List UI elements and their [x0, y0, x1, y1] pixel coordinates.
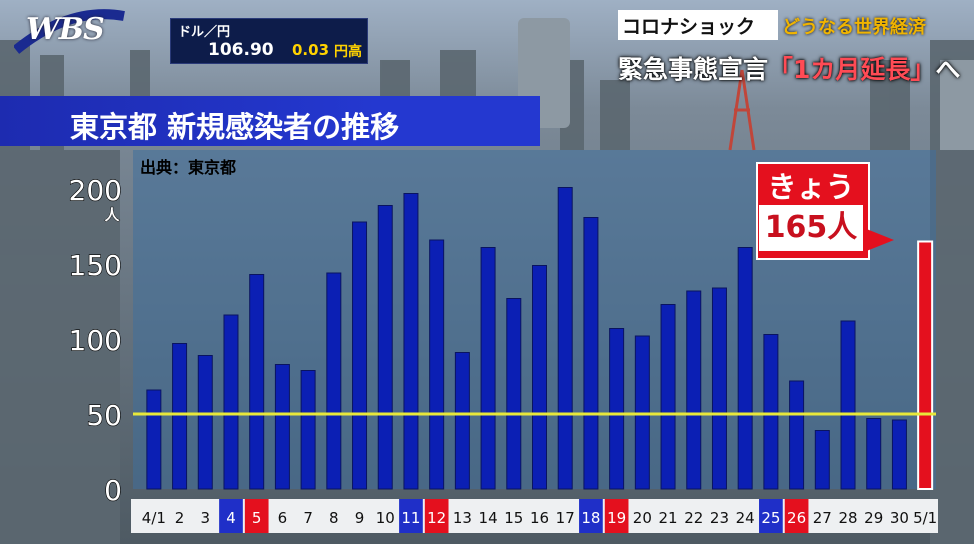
bar [377, 205, 393, 490]
bar [711, 287, 727, 490]
fx-pair-label: ドル／円 [178, 25, 231, 40]
bar [352, 221, 368, 490]
x-tick-label: 2 [175, 509, 185, 527]
topic-subtitle: どうなる世界経済 [782, 17, 926, 38]
x-tick-label: 14 [479, 509, 498, 527]
bar [403, 193, 419, 490]
x-tick-label: 21 [659, 509, 678, 527]
bar [789, 380, 805, 490]
x-tick-label: 4 [226, 509, 236, 527]
callout-arrow-icon [864, 228, 894, 252]
x-tick-label: 5/1 [913, 509, 937, 527]
fx-ticker-box [170, 18, 368, 64]
bar [917, 240, 934, 490]
bar [454, 352, 470, 490]
bar [506, 298, 522, 490]
today-callout-value: 165人 [759, 205, 863, 251]
bar [557, 187, 573, 490]
headline-post: へ [935, 55, 961, 84]
headline-pre: 緊急事態宣言 [618, 55, 769, 84]
bar [609, 328, 625, 490]
x-tick-label: 16 [530, 509, 549, 527]
bar [763, 334, 779, 490]
x-tick-label: 17 [556, 509, 575, 527]
title-bar [0, 96, 540, 146]
topic-box [618, 10, 778, 40]
x-tick-label: 4/1 [142, 509, 166, 527]
x-tick-bg [424, 499, 449, 533]
x-tick-label: 22 [684, 509, 703, 527]
y-tick-label: 0 [104, 474, 122, 507]
x-tick-label: 20 [633, 509, 652, 527]
x-tick-label: 13 [453, 509, 472, 527]
x-tick-label: 19 [607, 509, 626, 527]
fx-direction: 円高 [334, 44, 362, 60]
x-tick-label: 3 [201, 509, 211, 527]
logo-text: WBS [26, 12, 105, 47]
bar [172, 343, 188, 490]
bar [326, 272, 342, 490]
broadcaster-logo [12, 6, 126, 58]
bar [480, 247, 496, 490]
x-tick-bg [244, 499, 269, 533]
x-tick-bg [399, 499, 423, 533]
bar [223, 314, 239, 490]
bar [660, 304, 676, 490]
x-tick-bg [604, 499, 629, 533]
bar [429, 239, 445, 490]
bar [583, 217, 599, 490]
today-callout-label: きょう [767, 170, 855, 204]
bar [840, 320, 856, 490]
x-tick-label: 25 [761, 509, 780, 527]
fx-rate: 106.90 [208, 40, 274, 60]
x-tick-label: 15 [504, 509, 523, 527]
x-tick-label: 6 [278, 509, 288, 527]
bar [866, 418, 882, 490]
x-tick-label: 11 [401, 509, 420, 527]
bar [532, 265, 547, 490]
x-tick-label: 28 [838, 509, 857, 527]
topic-label: コロナショック [622, 16, 756, 38]
x-tick-label: 5 [252, 509, 262, 527]
bar [146, 389, 162, 490]
x-tick-label: 29 [864, 509, 883, 527]
x-tick-label: 12 [427, 509, 446, 527]
bar [891, 419, 907, 490]
y-tick-label: 50 [86, 399, 122, 432]
y-unit-label: 人 [104, 206, 120, 224]
bar [300, 370, 316, 490]
x-tick-label: 24 [736, 509, 755, 527]
x-tick-bg [759, 499, 783, 533]
y-tick-label: 200 [69, 174, 122, 207]
x-tick-bg [579, 499, 603, 533]
fx-change: 0.03 [292, 41, 330, 59]
x-tick-bg [219, 499, 243, 533]
bar [274, 364, 290, 490]
x-tick-label: 30 [890, 509, 909, 527]
x-tick-label: 18 [581, 509, 600, 527]
bar [197, 355, 213, 490]
bar [737, 247, 753, 490]
headline: 緊急事態宣言「1カ月延長」へ [618, 50, 960, 86]
y-tick-label: 150 [69, 249, 122, 282]
x-tick-label: 23 [710, 509, 729, 527]
x-tick-bg [784, 499, 809, 533]
bar [686, 290, 702, 490]
x-tick-label: 9 [355, 509, 365, 527]
y-tick-label: 100 [69, 324, 122, 357]
x-tick-label: 10 [376, 509, 395, 527]
x-tick-label: 26 [787, 509, 806, 527]
headline-quote: 「1カ月延長」 [768, 55, 936, 84]
x-tick-label: 8 [329, 509, 339, 527]
x-tick-label: 7 [303, 509, 313, 527]
bar [814, 430, 830, 490]
chart-source: 出典：東京都 [140, 158, 237, 177]
chart-title: 東京都 新規感染者の推移 [70, 110, 400, 144]
x-tick-label: 27 [813, 509, 832, 527]
bar [249, 274, 265, 490]
